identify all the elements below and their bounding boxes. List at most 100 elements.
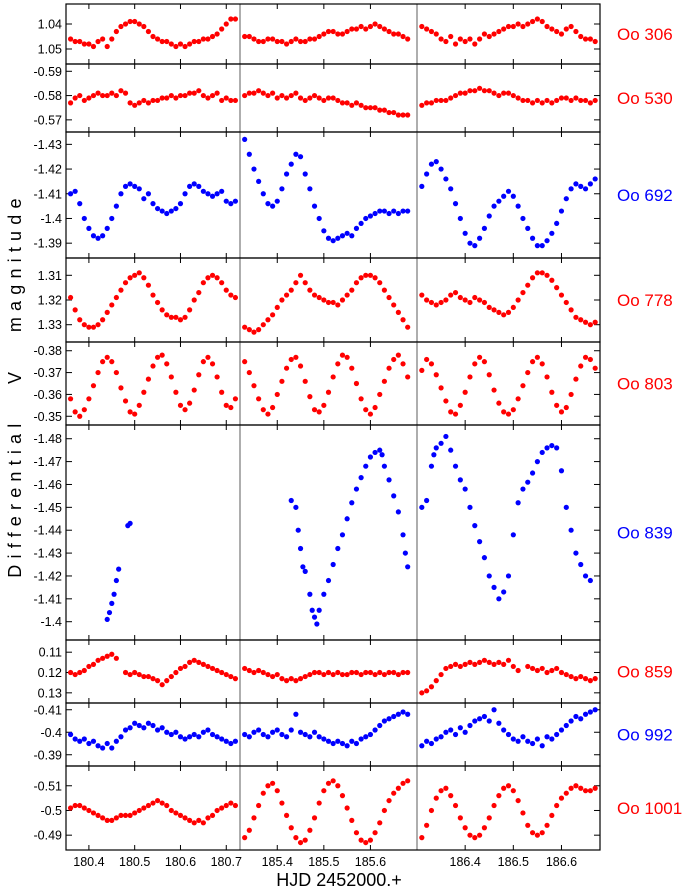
data-point bbox=[136, 722, 142, 729]
data-point bbox=[405, 711, 411, 717]
data-point bbox=[100, 36, 106, 42]
data-point bbox=[443, 38, 449, 45]
data-point bbox=[491, 90, 497, 96]
data-point bbox=[358, 837, 364, 843]
data-point bbox=[520, 810, 526, 816]
data-point bbox=[109, 359, 115, 365]
panel-oo-839: -1.48 -1.47 -1.46 -1.45 -1.44 -1.43 -1.42 -1.41… bbox=[34, 424, 673, 641]
data-point bbox=[209, 33, 216, 40]
data-point bbox=[462, 729, 468, 735]
data-point bbox=[325, 577, 332, 584]
data-point bbox=[438, 385, 444, 391]
data-point bbox=[173, 95, 179, 101]
data-point bbox=[196, 289, 202, 296]
y-tick-label: 0.11 bbox=[39, 646, 62, 660]
x-tick-label: 185.4 bbox=[262, 855, 293, 869]
data-point bbox=[372, 449, 378, 456]
data-point bbox=[200, 92, 206, 99]
panel-oo-692: -1.43 -1.42 -1.41 -1.4 -1.39 Oo 692 bbox=[34, 131, 673, 259]
data-point bbox=[321, 297, 327, 303]
data-point bbox=[452, 731, 459, 738]
data-point bbox=[283, 292, 290, 298]
data-point bbox=[109, 215, 115, 222]
y-tick-label: -0.5 bbox=[40, 804, 62, 818]
data-point bbox=[377, 107, 383, 113]
data-point bbox=[95, 235, 101, 241]
data-point bbox=[457, 402, 463, 408]
data-point bbox=[279, 186, 285, 192]
data-point bbox=[72, 671, 78, 678]
data-point bbox=[534, 270, 540, 276]
data-point bbox=[419, 367, 425, 373]
data-point bbox=[187, 400, 193, 406]
data-point bbox=[136, 807, 142, 814]
data-point bbox=[349, 365, 355, 371]
data-point bbox=[486, 213, 492, 219]
data-point bbox=[582, 711, 589, 717]
data-point bbox=[256, 396, 262, 402]
data-point bbox=[335, 545, 341, 552]
y-tick-label: 1.31 bbox=[38, 269, 62, 283]
data-point bbox=[168, 92, 174, 99]
data-point bbox=[491, 203, 497, 209]
data-point bbox=[587, 678, 593, 684]
panel-frame bbox=[65, 424, 601, 641]
data-point bbox=[191, 38, 197, 45]
data-point bbox=[367, 272, 374, 278]
data-point bbox=[433, 372, 439, 378]
data-point bbox=[109, 302, 115, 308]
data-point bbox=[452, 802, 459, 809]
data-point bbox=[481, 359, 488, 365]
data-point bbox=[311, 203, 318, 209]
data-point bbox=[242, 731, 248, 738]
data-point bbox=[349, 102, 355, 108]
data-point bbox=[67, 36, 74, 42]
panel-oo-1001: -0.51 -0.5 -0.49 Oo 1001 bbox=[34, 765, 682, 851]
data-point bbox=[587, 36, 593, 42]
data-point bbox=[515, 500, 521, 506]
data-point bbox=[539, 18, 545, 25]
data-point bbox=[353, 26, 360, 32]
data-point bbox=[335, 97, 341, 104]
data-point bbox=[558, 468, 565, 474]
data-point bbox=[377, 820, 383, 826]
data-point bbox=[578, 363, 584, 369]
data-point bbox=[209, 812, 216, 819]
data-point bbox=[544, 822, 550, 828]
data-point bbox=[477, 716, 483, 722]
data-point bbox=[330, 561, 336, 568]
data-point bbox=[428, 463, 435, 469]
panel-oo-803: -0.38 -0.37 -0.36 -0.35 Oo 803 bbox=[34, 341, 673, 426]
data-point bbox=[90, 738, 97, 744]
data-point bbox=[86, 95, 92, 101]
data-point bbox=[395, 352, 401, 358]
y-tick-label: -1.42 bbox=[34, 569, 63, 583]
data-point bbox=[232, 738, 239, 744]
data-point bbox=[367, 23, 374, 30]
data-point bbox=[113, 815, 119, 821]
data-point bbox=[86, 225, 92, 231]
data-point bbox=[67, 294, 74, 301]
data-point bbox=[391, 713, 397, 720]
data-point bbox=[568, 23, 574, 30]
data-point bbox=[274, 304, 280, 311]
data-point bbox=[534, 354, 540, 360]
data-point bbox=[353, 280, 360, 286]
data-point bbox=[592, 176, 598, 182]
data-point bbox=[325, 780, 332, 786]
data-point bbox=[472, 361, 478, 367]
data-point bbox=[145, 802, 152, 809]
data-point bbox=[122, 21, 129, 27]
data-point bbox=[395, 509, 401, 515]
data-point bbox=[400, 532, 406, 538]
data-point bbox=[113, 369, 119, 376]
data-point bbox=[177, 317, 184, 323]
data-point bbox=[311, 614, 318, 620]
data-point bbox=[325, 389, 332, 395]
data-point bbox=[481, 555, 488, 561]
data-point bbox=[293, 504, 299, 510]
data-point bbox=[457, 815, 463, 821]
data-point bbox=[330, 238, 336, 244]
data-point bbox=[381, 718, 387, 724]
data-point bbox=[214, 191, 220, 197]
